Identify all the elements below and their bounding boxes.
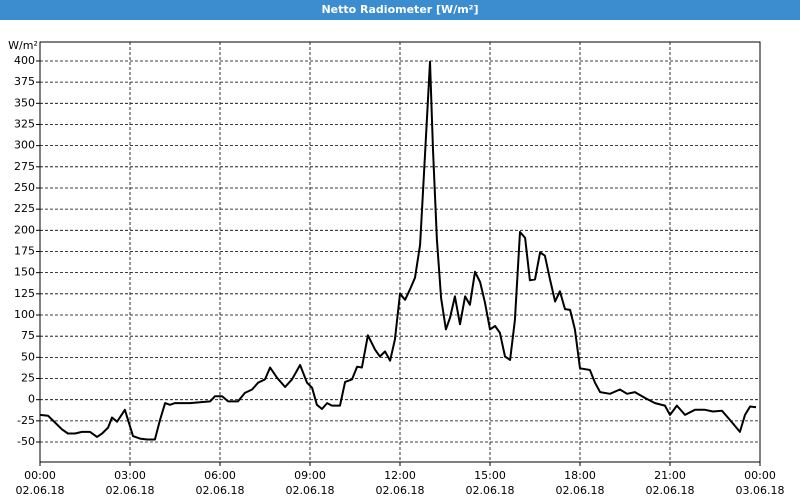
y-tick-label: -50 (17, 435, 35, 448)
y-tick-label: 75 (21, 329, 35, 342)
x-tick-label: 12:00 (384, 469, 416, 482)
y-tick-label: 100 (14, 308, 35, 321)
y-tick-label: 250 (14, 181, 35, 194)
y-tick-label: 175 (14, 244, 35, 257)
x-tick-label: 00:00 (24, 469, 56, 482)
y-tick-label: 350 (14, 96, 35, 109)
x-tick-label: 03:00 (114, 469, 146, 482)
y-tick-label: 275 (14, 160, 35, 173)
y-tick-label: -25 (17, 414, 35, 427)
x-tick-date: 02.06.18 (286, 484, 335, 497)
x-tick-date: 02.06.18 (106, 484, 155, 497)
y-tick-label: 225 (14, 202, 35, 215)
x-tick-label: 18:00 (564, 469, 596, 482)
x-tick-label: 15:00 (474, 469, 506, 482)
y-tick-label: 200 (14, 223, 35, 236)
y-tick-label: 375 (14, 75, 35, 88)
y-tick-label: 0 (28, 393, 35, 406)
y-tick-label: 50 (21, 350, 35, 363)
y-tick-label: 400 (14, 54, 35, 67)
x-tick-label: 06:00 (204, 469, 236, 482)
y-tick-label: 25 (21, 372, 35, 385)
y-tick-label: 300 (14, 139, 35, 152)
x-tick-date: 02.06.18 (466, 484, 515, 497)
x-tick-label: 00:00 (744, 469, 776, 482)
y-unit: W/m² (8, 39, 38, 52)
x-tick-label: 09:00 (294, 469, 326, 482)
y-tick-label: 150 (14, 266, 35, 279)
x-tick-date: 02.06.18 (16, 484, 65, 497)
title-bar (0, 0, 800, 20)
y-tick-label: 325 (14, 117, 35, 130)
x-tick-label: 21:00 (654, 469, 686, 482)
x-tick-date: 03.06.18 (736, 484, 785, 497)
y-tick-label: 125 (14, 287, 35, 300)
x-tick-date: 02.06.18 (376, 484, 425, 497)
x-tick-date: 02.06.18 (196, 484, 245, 497)
x-tick-date: 02.06.18 (646, 484, 695, 497)
data-line (39, 60, 757, 441)
window-title: Netto Radiometer [W/m²] (321, 3, 478, 16)
x-tick-date: 02.06.18 (556, 484, 605, 497)
